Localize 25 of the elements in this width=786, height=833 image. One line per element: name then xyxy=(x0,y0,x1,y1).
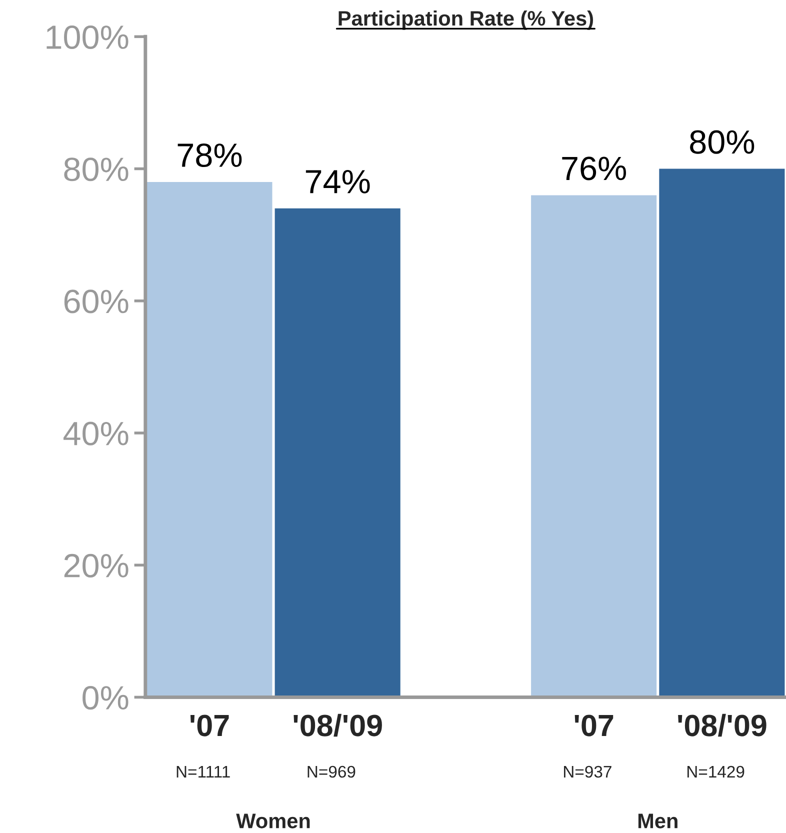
chart-title: Participation Rate (% Yes) xyxy=(338,10,594,30)
text: N=969 xyxy=(308,766,356,778)
bar xyxy=(274,208,400,698)
y-tick-label: 0% xyxy=(82,686,128,710)
y-tick-label: 60% xyxy=(64,290,128,314)
text: Men xyxy=(638,814,678,828)
x-tick-label: '07 xyxy=(190,714,229,736)
y-tick-label: 40% xyxy=(63,422,128,446)
x-tick-label: '08/'09 xyxy=(678,714,766,737)
x-tick-label: '08/'09 xyxy=(294,714,382,737)
y-tick-label: 100% xyxy=(46,25,128,50)
y-tick-label: 20% xyxy=(64,554,128,578)
text: N=1429 xyxy=(687,766,744,778)
text: N=937 xyxy=(564,766,612,778)
x-tick-label: '07 xyxy=(574,714,614,736)
bar xyxy=(531,195,657,698)
text: N=1111 xyxy=(176,766,230,778)
data-label: 80% xyxy=(690,130,754,154)
data-label: 76% xyxy=(562,156,626,180)
bar xyxy=(659,168,785,698)
bar xyxy=(146,182,272,698)
data-label: 74% xyxy=(306,170,370,194)
y-tick-label: 80% xyxy=(64,158,128,182)
data-label: 78% xyxy=(178,143,242,168)
text: Women xyxy=(236,814,310,828)
